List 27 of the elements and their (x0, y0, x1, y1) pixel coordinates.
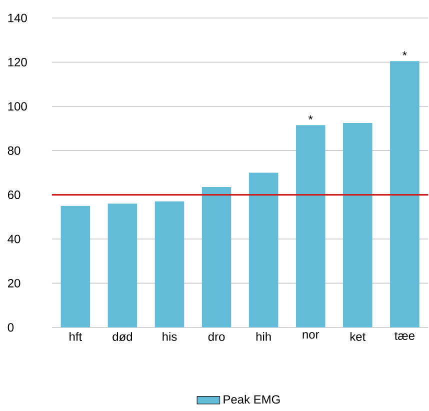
bar (60, 206, 90, 328)
legend-label: Peak EMG (224, 394, 280, 404)
x-tick-label: nor (302, 332, 320, 339)
annotation: * (402, 51, 407, 56)
bar (248, 172, 278, 328)
y-tick-label: 20 (8, 278, 20, 288)
annotation: * (308, 115, 313, 120)
bar (343, 122, 372, 328)
x-tick-label: his (162, 332, 177, 341)
bar (154, 201, 184, 328)
bar (108, 204, 138, 328)
x-tick-label: ket (350, 332, 366, 341)
y-tick-label: 120 (8, 58, 27, 66)
bar (296, 125, 326, 328)
y-tick-label: 80 (8, 146, 20, 155)
y-tick-label: 100 (8, 102, 27, 111)
y-tick-label: 40 (8, 234, 20, 244)
x-tick-label: tæe (394, 332, 414, 340)
y-tick-label: 60 (8, 190, 20, 199)
y-tick-label: 140 (8, 14, 27, 22)
x-tick-label: hft (70, 332, 82, 341)
x-tick-label: hih (256, 332, 271, 341)
x-tick-label: dro (208, 332, 225, 341)
x-tick-label: død (112, 332, 132, 341)
bar (390, 60, 420, 328)
y-tick-label: 0 (8, 323, 14, 332)
bar (202, 186, 232, 328)
